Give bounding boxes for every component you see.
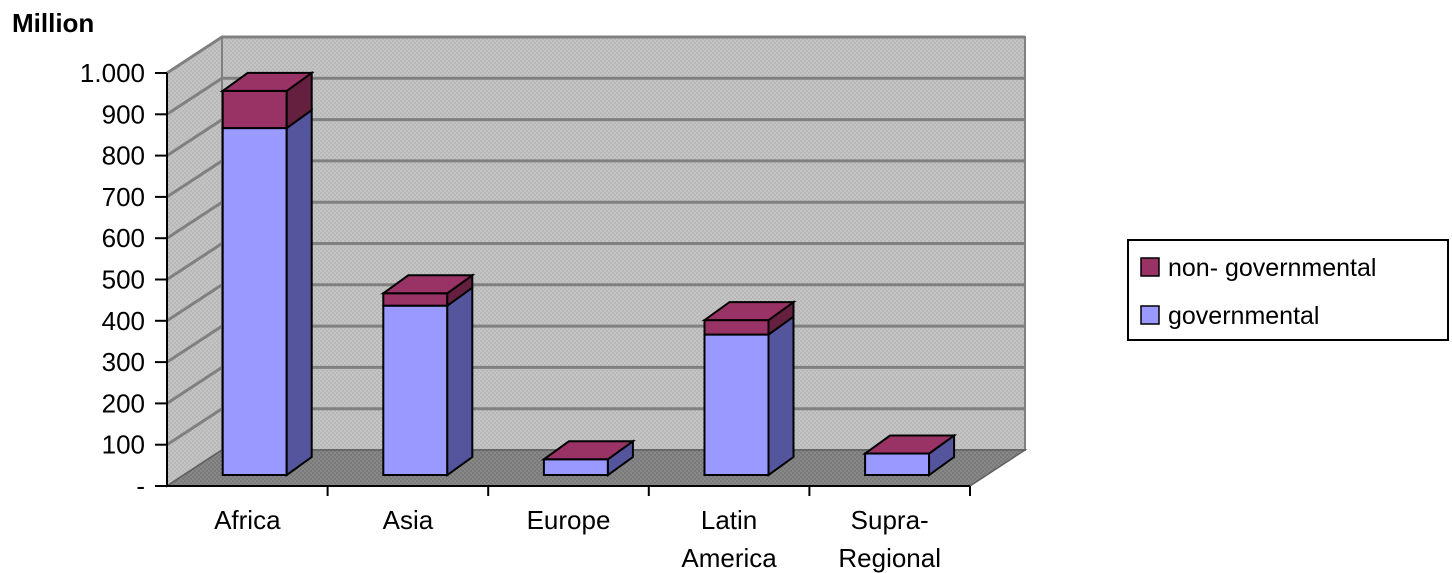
bar-segment bbox=[703, 333, 770, 476]
axes: - 100 200 300 400 500 600 700 800 900 1.000 Africa A… bbox=[80, 58, 971, 573]
bar-segment bbox=[703, 319, 770, 336]
x-category-label: Latin America bbox=[681, 505, 777, 573]
legend: non- governmental governmental bbox=[1127, 239, 1449, 341]
x-category-label: Supra-Regional bbox=[838, 505, 941, 573]
y-tick-label: 700 bbox=[102, 182, 145, 212]
bar-segment bbox=[382, 292, 449, 307]
bar-top bbox=[861, 434, 958, 455]
y-tick-label: 300 bbox=[102, 347, 145, 377]
y-tick-label: 1.000 bbox=[80, 58, 145, 88]
bar-segment-side bbox=[767, 314, 795, 477]
bar-top bbox=[380, 274, 476, 295]
y-tick-label: 200 bbox=[102, 388, 145, 418]
y-tick-label: 900 bbox=[102, 99, 145, 129]
bar-group bbox=[861, 433, 958, 477]
bar-group bbox=[701, 300, 797, 477]
bar-top bbox=[701, 301, 797, 322]
gridline bbox=[166, 35, 1025, 75]
x-category-label: Africa bbox=[214, 505, 281, 535]
gridline bbox=[166, 76, 1025, 116]
bars bbox=[219, 70, 958, 477]
legend-item-governmental: governmental bbox=[1140, 302, 1319, 330]
y-tick-label: 500 bbox=[102, 265, 145, 295]
bar-segment bbox=[864, 452, 931, 476]
bar-top bbox=[540, 440, 637, 461]
x-category-label: Europe bbox=[527, 505, 611, 535]
bar-group bbox=[540, 439, 637, 477]
bar-segment bbox=[542, 458, 609, 476]
bar-group bbox=[380, 273, 476, 477]
bar-segment bbox=[382, 304, 449, 477]
legend-swatch-governmental bbox=[1140, 305, 1160, 325]
legend-label-non-governmental: non- governmental bbox=[1168, 254, 1376, 282]
bar-top bbox=[219, 71, 315, 92]
y-tick-label: 800 bbox=[102, 141, 145, 171]
legend-label-governmental: governmental bbox=[1168, 302, 1319, 330]
bar-segment-side bbox=[446, 285, 474, 477]
legend-box bbox=[1127, 239, 1449, 341]
y-tick-label: 100 bbox=[102, 430, 145, 460]
legend-item-non-governmental: non- governmental bbox=[1140, 254, 1376, 282]
bar-group bbox=[219, 70, 315, 477]
unit-label: Million bbox=[12, 8, 94, 38]
y-tick-label: 600 bbox=[102, 223, 145, 253]
bar-segment bbox=[221, 127, 288, 477]
bar-segment bbox=[221, 89, 288, 130]
legend-swatch-non-governmental bbox=[1140, 257, 1160, 277]
bar-segment-side bbox=[285, 108, 313, 477]
y-tick-label: 400 bbox=[102, 306, 145, 336]
x-category-label: Asia bbox=[383, 505, 434, 535]
y-tick-label: - bbox=[136, 471, 145, 501]
